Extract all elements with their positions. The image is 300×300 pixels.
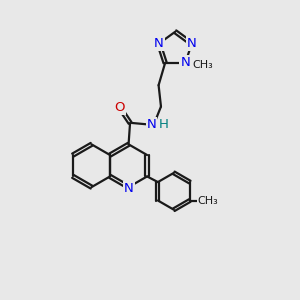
Text: N: N (147, 118, 156, 131)
Text: N: N (181, 56, 190, 69)
Text: CH₃: CH₃ (192, 60, 213, 70)
Text: N: N (187, 37, 196, 50)
Text: H: H (159, 118, 169, 131)
Text: N: N (154, 37, 164, 50)
Text: N: N (124, 182, 134, 195)
Text: O: O (114, 101, 125, 114)
Text: CH₃: CH₃ (198, 196, 219, 206)
